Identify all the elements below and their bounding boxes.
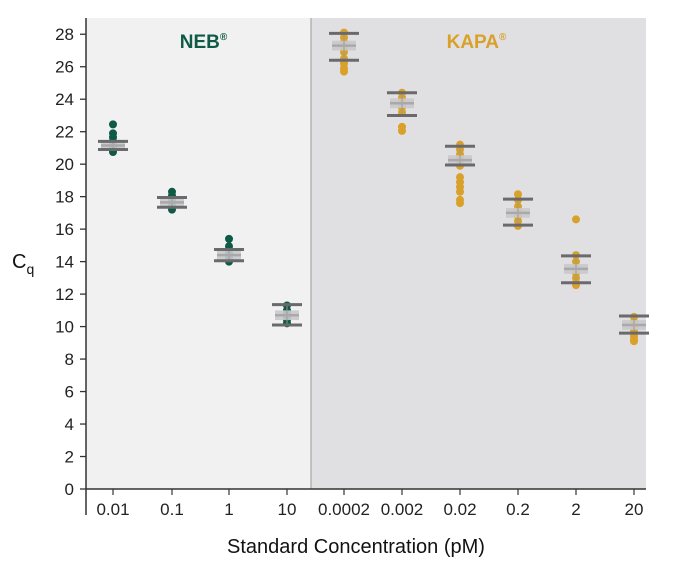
x-tick-label: 2	[571, 500, 580, 519]
y-tick-label: 20	[55, 155, 74, 174]
data-point	[514, 190, 522, 199]
x-tick-label: 0.1	[160, 500, 184, 519]
y-tick-label: 14	[55, 253, 74, 272]
data-point	[109, 120, 117, 129]
y-tick-label: 10	[55, 318, 74, 337]
panel-label-text: NEB	[180, 32, 220, 53]
x-tick-label: 0.01	[96, 500, 129, 519]
x-tick-label: 0.0002	[318, 500, 370, 519]
x-tick-label: 0.2	[506, 500, 530, 519]
panel-label-neb: NEB®	[180, 32, 228, 53]
x-tick-label: 1	[224, 500, 233, 519]
y-axis-title-subscript: q	[26, 261, 34, 277]
y-tick-label: 2	[65, 448, 74, 467]
panel-label-text: KAPA	[447, 32, 500, 53]
x-tick-label: 20	[625, 500, 644, 519]
x-tick-label: 10	[278, 500, 297, 519]
x-axis-title: Standard Concentration (pM)	[227, 536, 485, 558]
panel-bg-neb	[86, 18, 311, 489]
y-tick-label: 0	[65, 480, 74, 499]
y-tick-label: 4	[65, 415, 74, 434]
y-tick-label: 26	[55, 58, 74, 77]
data-point	[572, 215, 580, 224]
panel-backgrounds	[86, 18, 646, 489]
data-point	[456, 187, 464, 196]
y-axis-title: Cq	[12, 251, 34, 277]
y-tick-label: 6	[65, 383, 74, 402]
registered-mark: ®	[220, 32, 228, 43]
chart-labels: NEB® KAPA®0.01 0.1 1 10 0.0002 0.002 0.02 0.2 2 20…	[12, 25, 643, 558]
y-tick-label: 28	[55, 25, 74, 44]
y-tick-label: 12	[55, 285, 74, 304]
y-tick-label: 18	[55, 188, 74, 207]
y-tick-label: 24	[55, 90, 74, 109]
data-point	[456, 199, 464, 208]
y-tick-label: 16	[55, 220, 74, 239]
axes	[80, 18, 646, 515]
y-tick-label: 22	[55, 123, 74, 142]
x-tick-label: 0.02	[443, 500, 476, 519]
mean-sd-markers	[98, 31, 649, 335]
x-tick-label: 0.002	[381, 500, 424, 519]
y-axis-title-main: C	[12, 251, 26, 273]
data-point	[340, 67, 348, 76]
data-point	[225, 234, 233, 243]
data-point	[630, 337, 638, 346]
panel-bg-kapa	[311, 18, 646, 489]
data-point	[398, 126, 406, 135]
y-tick-label: 8	[65, 350, 74, 369]
panel-label-kapa: KAPA®	[447, 32, 507, 53]
registered-mark: ®	[499, 32, 507, 43]
